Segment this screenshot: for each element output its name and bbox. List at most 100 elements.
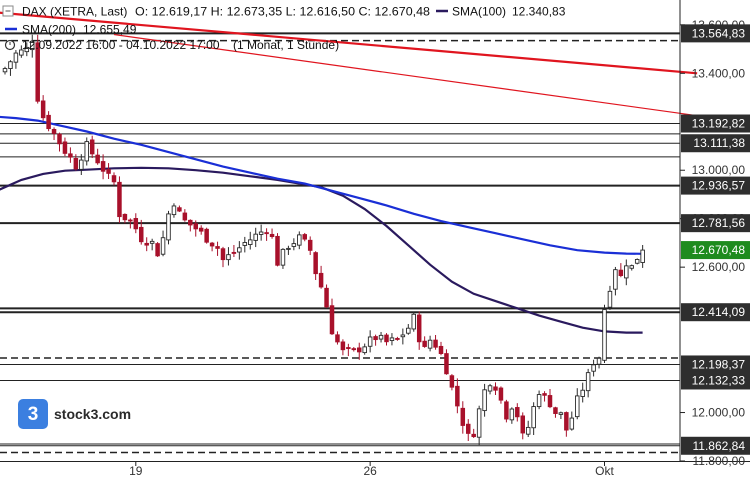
- candle-body: [122, 213, 128, 221]
- current-price-label: 12.670,48: [692, 243, 746, 257]
- candle-body: [68, 153, 73, 158]
- candle-body: [357, 347, 362, 353]
- candle-body: [13, 52, 19, 63]
- candle-body: [367, 336, 373, 347]
- candle: [89, 135, 95, 159]
- level-box-label: 12.414,09: [692, 305, 746, 319]
- candle: [155, 242, 160, 257]
- candle: [580, 382, 585, 403]
- candle: [493, 382, 498, 396]
- stock3-logo-glyph: 3: [28, 404, 39, 425]
- level-box-label: 12.198,37: [692, 357, 746, 371]
- candle: [569, 411, 575, 431]
- candle-body: [422, 340, 427, 347]
- candle: [542, 391, 547, 402]
- candle-body: [400, 334, 406, 338]
- candle-body: [634, 259, 640, 264]
- candle-body: [307, 239, 313, 251]
- candle-body: [389, 337, 395, 341]
- candle-body: [138, 226, 144, 243]
- candle-body: [640, 249, 645, 263]
- level-box-label: 12.936,57: [692, 179, 746, 193]
- candle-body: [378, 334, 384, 340]
- level-box-label: 12.781,56: [692, 216, 746, 230]
- level-box-label: 12.132,33: [692, 373, 746, 387]
- candle: [324, 284, 329, 309]
- candle-body: [40, 100, 46, 119]
- candle: [504, 399, 509, 423]
- candle: [520, 412, 526, 440]
- candle: [547, 389, 553, 409]
- candle-body: [602, 309, 607, 361]
- candle-body: [144, 242, 149, 246]
- candle: [51, 127, 57, 141]
- candle-body: [160, 237, 166, 255]
- candle-body: [444, 353, 449, 375]
- candle-body: [525, 426, 531, 435]
- level-price-box: 12.414,09: [681, 303, 750, 322]
- candle: [68, 147, 73, 163]
- candle-body: [291, 243, 297, 247]
- legend-sma200-value: 12.655,49: [83, 23, 137, 37]
- candle: [487, 383, 493, 395]
- trend-line: [0, 11, 698, 75]
- candle: [297, 231, 302, 250]
- candle: [607, 285, 613, 310]
- candle: [373, 334, 378, 346]
- legend-sma100-value: 12.340,83: [512, 5, 566, 19]
- candle: [177, 205, 182, 213]
- time-tick-label: Okt: [595, 464, 614, 478]
- candle-body: [580, 389, 585, 397]
- candle: [564, 411, 569, 437]
- level-box-bg: [681, 114, 750, 133]
- candle: [149, 238, 155, 251]
- price-tick-label: 11.800,00: [693, 454, 746, 468]
- candle-body: [237, 247, 242, 253]
- candle: [215, 241, 220, 256]
- candle-body: [242, 242, 248, 246]
- level-box-bg: [681, 303, 750, 322]
- candle: [166, 210, 171, 245]
- level-price-box: 12.936,57: [681, 176, 750, 195]
- candle: [171, 203, 177, 218]
- candle-body: [275, 235, 280, 266]
- candle: [30, 34, 35, 58]
- candles: [2, 34, 645, 446]
- candle: [351, 347, 357, 352]
- candle: [509, 407, 515, 424]
- candle-body: [460, 407, 466, 426]
- candle-body: [466, 423, 471, 434]
- candle: [389, 333, 395, 346]
- candle: [280, 248, 286, 269]
- candle: [253, 227, 258, 248]
- candle-body: [24, 46, 30, 53]
- candle-body: [416, 314, 422, 343]
- candle: [640, 244, 645, 268]
- candle: [318, 265, 324, 289]
- candle: [411, 311, 417, 332]
- moving-average-lines: [0, 115, 643, 334]
- candle-body: [575, 395, 580, 418]
- candle: [367, 330, 373, 353]
- candle-body: [438, 345, 444, 354]
- candle-body: [193, 223, 198, 230]
- candle-body: [286, 247, 291, 250]
- candle-body: [106, 169, 111, 174]
- candle-body: [318, 272, 324, 288]
- level-box-label: 13.111,38: [693, 136, 745, 150]
- candle: [291, 238, 297, 251]
- candle-body: [515, 407, 520, 418]
- candle: [35, 34, 40, 104]
- candle: [79, 154, 84, 176]
- candle-body: [226, 254, 231, 261]
- candle: [536, 390, 542, 410]
- candle: [84, 137, 89, 166]
- candle-body: [411, 313, 417, 330]
- candle-body: [476, 408, 482, 438]
- candle: [422, 336, 427, 348]
- chart-legend: DAX (XETRA, Last) O: 12.619,17 H: 12.673…: [2, 5, 566, 52]
- candle-body: [220, 248, 226, 261]
- level-price-box: 12.132,33: [681, 371, 750, 390]
- candle: [471, 428, 476, 439]
- candle: [455, 378, 460, 414]
